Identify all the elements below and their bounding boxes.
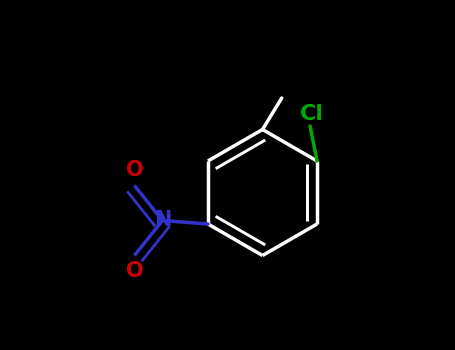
Text: O: O <box>126 160 143 180</box>
Text: O: O <box>126 261 143 281</box>
Text: Cl: Cl <box>300 104 324 124</box>
Text: N: N <box>154 210 171 231</box>
